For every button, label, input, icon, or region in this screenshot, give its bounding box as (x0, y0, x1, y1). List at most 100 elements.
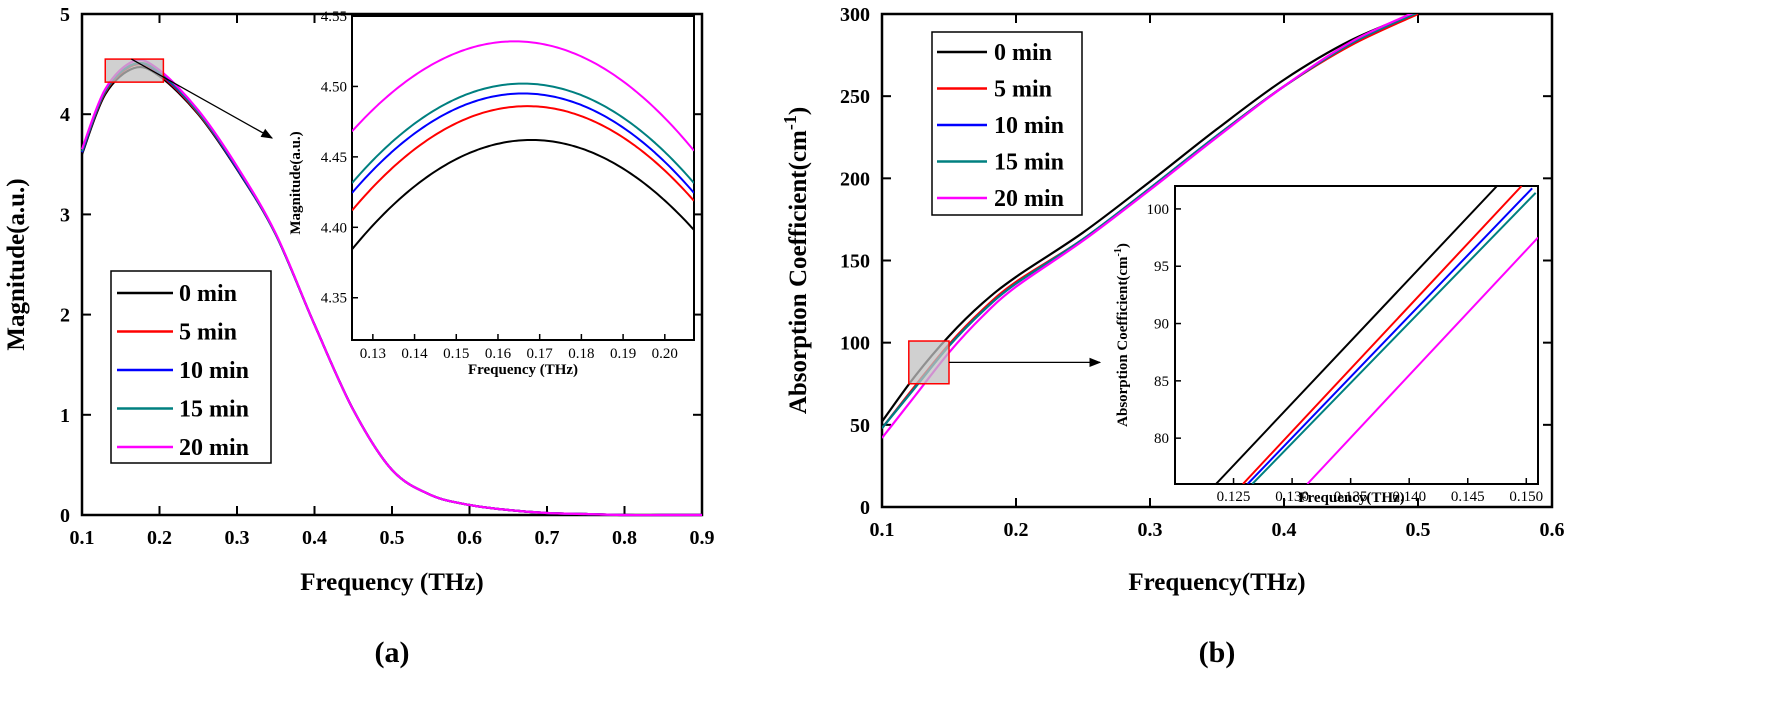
x-tick-label: 0.1 (70, 527, 95, 549)
inset-x-tick-label: 0.135 (1334, 489, 1368, 505)
y-tick-label: 3 (60, 204, 70, 226)
legend-label: 20 min (179, 435, 249, 461)
x-tick-label: 0.2 (147, 527, 172, 549)
inset-y-label-main: Absorption Coefficient(cm (1115, 256, 1131, 427)
panel-label: (b) (1199, 636, 1236, 669)
panel-label: (a) (375, 636, 410, 669)
zoom-box (104, 58, 165, 83)
inset-line-5-min (1242, 186, 1523, 484)
x-tick-label: 0.9 (690, 527, 715, 549)
y-tick-label: 50 (850, 415, 870, 437)
y-axis-label: Absorption Coefficient(cm-1) (780, 107, 812, 414)
x-tick-label: 0.7 (535, 527, 560, 549)
x-tick-label: 0.5 (1406, 519, 1431, 541)
x-tick-label: 0.8 (612, 527, 637, 549)
legend-label: 0 min (179, 281, 237, 307)
legend-label: 5 min (179, 320, 237, 346)
inset-y-axis-label: Magnitude(a.u.) (288, 131, 304, 234)
x-axis-label: Frequency (THz) (300, 569, 484, 596)
y-ticks: 0 50 100 150 200 250 300 (840, 4, 1552, 519)
legend-label: 5 min (994, 77, 1052, 103)
inset-y-label-end: ) (1115, 243, 1131, 248)
y-tick-label: 5 (60, 4, 70, 26)
inset-y-tick-label: 4.45 (321, 150, 347, 166)
y-tick-label: 1 (60, 405, 70, 427)
inset-x-tick-label: 0.13 (360, 346, 386, 362)
inset-line-0-min (1215, 186, 1498, 484)
zoom-arrow (131, 58, 274, 139)
y-axis-label-sup: -1 (780, 115, 800, 130)
legend-label: 15 min (179, 397, 249, 423)
x-tick-label: 0.1 (870, 519, 895, 541)
inset-series (352, 40, 694, 250)
legend-box (931, 31, 1083, 216)
inset-x-axis-label: Frequency (THz) (468, 362, 578, 378)
inset-x-tick-label: 0.150 (1509, 489, 1543, 505)
inset-frame (351, 15, 695, 341)
x-ticks: 0.1 0.2 0.3 0.4 0.5 0.6 (870, 14, 1565, 541)
x-tick-label: 0.6 (457, 527, 482, 549)
x-tick-label: 0.4 (302, 527, 327, 549)
inset-x-tick-label: 0.145 (1451, 489, 1485, 505)
inset-y-tick-label: 4.55 (321, 9, 347, 25)
legend-label: 10 min (994, 113, 1064, 139)
legend-label: 10 min (179, 358, 249, 384)
y-ticks: 0 1 2 3 4 5 (60, 4, 702, 527)
inset-y-tick-label: 80 (1154, 431, 1169, 447)
y-axis-label-end: ) (785, 107, 812, 115)
inset-y-tick-label: 4.35 (321, 291, 347, 307)
inset-line-20-min (1306, 236, 1538, 484)
inset-line-15-min (1251, 192, 1537, 484)
series-line-0-min (882, 14, 1417, 423)
inset-line-10-min (1246, 187, 1533, 484)
inset-x-tick-label: 0.16 (485, 346, 512, 362)
inset-series (1215, 186, 1538, 484)
x-ticks: 0.1 0.2 0.3 0.4 0.5 0.6 0.7 0.8 0.9 (70, 14, 715, 549)
y-tick-label: 4 (60, 104, 70, 126)
y-tick-label: 200 (840, 168, 870, 190)
inset-x-tick-label: 0.140 (1392, 489, 1426, 505)
x-tick-label: 0.2 (1004, 519, 1029, 541)
inset-line-15-min (352, 82, 694, 184)
inset-x-tick-label: 0.20 (652, 346, 678, 362)
x-tick-label: 0.6 (1540, 519, 1565, 541)
inset-x-tick-label: 0.15 (443, 346, 469, 362)
inset-y-tick-label: 4.50 (321, 79, 347, 95)
y-tick-label: 0 (60, 505, 70, 527)
legend-label: 20 min (994, 186, 1064, 212)
inset-x-tick-label: 0.125 (1217, 489, 1251, 505)
y-tick-label: 250 (840, 86, 870, 108)
inset-x-tick-label: 0.14 (401, 346, 428, 362)
x-tick-label: 0.5 (380, 527, 405, 549)
x-tick-label: 0.3 (1138, 519, 1163, 541)
inset: 0.13 0.14 0.15 0.16 0.17 0.18 0.19 0.20 4.35 4.40… (288, 9, 695, 378)
inset-x-tick-label: 0.19 (610, 346, 636, 362)
inset-y-tick-label: 100 (1147, 202, 1170, 218)
inset-x-axis-label: Frequency(THz) (1298, 490, 1404, 506)
inset: 0.125 0.130 0.135 0.140 0.145 0.150 80 85 90 95 10… (1113, 185, 1543, 506)
x-axis-label: Frequency(THz) (1128, 569, 1305, 596)
inset-y-tick-label: 4.40 (321, 220, 347, 236)
zoom-box (908, 340, 950, 385)
legend-box (110, 270, 272, 464)
inset-x-tick-label: 0.130 (1275, 489, 1309, 505)
x-tick-label: 0.3 (225, 527, 250, 549)
y-axis-label-main: Absorption Coefficient(cm (785, 130, 812, 414)
inset-y-tick-label: 85 (1154, 374, 1169, 390)
inset-line-20-min (352, 40, 694, 152)
inset-line-5-min (352, 105, 694, 212)
y-tick-label: 300 (840, 4, 870, 26)
y-tick-label: 2 (60, 305, 70, 327)
legend-label: 0 min (994, 40, 1052, 66)
panel-a: 0.1 0.2 0.3 0.4 0.5 0.6 0.7 0.8 0.9 0 1 2 3 4 5 0 min 5 … (3, 4, 715, 669)
inset-line-0-min (352, 138, 694, 250)
y-tick-label: 0 (860, 497, 870, 519)
y-tick-label: 100 (840, 333, 870, 355)
inset-y-tick-label: 90 (1154, 317, 1169, 333)
legend: 0 min 5 min 10 min 15 min 20 min (931, 31, 1083, 216)
legend-label: 15 min (994, 150, 1064, 176)
inset-line-10-min (352, 92, 694, 194)
inset-y-axis-label: Absorption Coefficient(cm-1) (1113, 243, 1131, 427)
inset-x-tick-label: 0.17 (527, 346, 554, 362)
